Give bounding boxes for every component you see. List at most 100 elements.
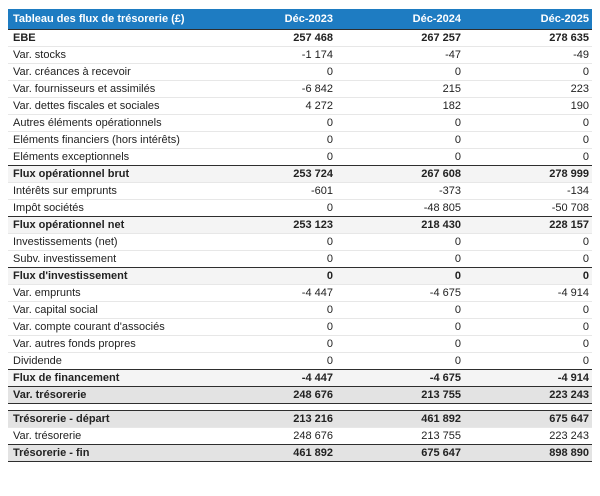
cell-value: 461 892 [208,444,336,462]
table-row: Dividende 0 0 0 [8,352,592,370]
cell-value: 0 [208,318,336,336]
row-label: Investissements (net) [8,233,208,251]
cell-value: 248 676 [208,427,336,445]
cell-value: 248 676 [208,386,336,404]
cell-value: 215 [336,80,464,98]
cell-value: 0 [336,267,464,285]
cell-value: 0 [336,318,464,336]
cell-value: 0 [464,131,592,149]
row-label: Var. autres fonds propres [8,335,208,353]
cell-value: 0 [464,301,592,319]
cell-value: 218 430 [336,216,464,234]
row-label: Trésorerie - fin [8,444,208,462]
table-row: Flux opérationnel brut 253 724 267 608 278 … [8,165,592,183]
cell-value: -50 708 [464,199,592,217]
cell-value: 0 [208,199,336,217]
row-label: Var. compte courant d'associés [8,318,208,336]
table-body: EBE 257 468 267 257 278 635 Var. stocks -1 17… [8,29,592,462]
cell-value: 0 [336,352,464,370]
table-row: Var. compte courant d'associés 0 0 0 [8,318,592,336]
cell-value: 223 [464,80,592,98]
row-label: Var. trésorerie [8,427,208,445]
row-label: Flux opérationnel brut [8,165,208,183]
cell-value: 0 [208,63,336,81]
cell-value: -4 447 [208,284,336,302]
cell-value: 213 755 [336,386,464,404]
cell-value: 0 [464,233,592,251]
cell-value: 0 [208,301,336,319]
column-header-dec-2024: Déc-2024 [336,9,464,30]
table-row: Trésorerie - fin 461 892 675 647 898 890 [8,444,592,462]
cell-value: 0 [464,114,592,132]
cell-value: 898 890 [464,444,592,462]
table-row: Var. emprunts -4 447 -4 675 -4 914 [8,284,592,302]
cell-value: 0 [208,352,336,370]
cell-value: -48 805 [336,199,464,217]
table-row: Var. dettes fiscales et sociales 4 272 182… [8,97,592,115]
cell-value: 267 608 [336,165,464,183]
row-label: Flux de financement [8,369,208,387]
cell-value: 0 [464,267,592,285]
table-row: EBE 257 468 267 257 278 635 [8,29,592,47]
cell-value: 0 [336,114,464,132]
cell-value: 0 [208,114,336,132]
column-header-dec-2025: Déc-2025 [464,9,592,30]
cell-value: -4 447 [208,369,336,387]
spacer-row [8,403,592,411]
row-label: Flux d'investissement [8,267,208,285]
table-row: Intérêts sur emprunts -601 -373 -134 [8,182,592,200]
row-label: Dividende [8,352,208,370]
table-row: Var. fournisseurs et assimilés -6 842 215 2… [8,80,592,98]
cell-value: 0 [208,148,336,166]
cell-value: -134 [464,182,592,200]
row-label: Var. créances à recevoir [8,63,208,81]
cash-flow-table: Tableau des flux de trésorerie (£) Déc-2… [8,9,592,462]
cell-value: 0 [464,63,592,81]
table-title: Tableau des flux de trésorerie (£) [8,9,208,30]
cell-value: 4 272 [208,97,336,115]
table-row: Trésorerie - départ 213 216 461 892 675 647 [8,410,592,428]
table-header-row: Tableau des flux de trésorerie (£) Déc-2… [8,9,592,30]
cell-value: 675 647 [464,410,592,428]
cell-value: -6 842 [208,80,336,98]
row-label: EBE [8,29,208,47]
cell-value: 278 635 [464,29,592,47]
table-row: Var. créances à recevoir 0 0 0 [8,63,592,81]
row-label: Eléments financiers (hors intérêts) [8,131,208,149]
row-label: Trésorerie - départ [8,410,208,428]
spacer-cell [8,403,592,411]
cell-value: -4 675 [336,284,464,302]
cell-value: 0 [336,233,464,251]
cell-value: 253 123 [208,216,336,234]
cell-value: 267 257 [336,29,464,47]
cell-value: 0 [208,233,336,251]
cell-value: 0 [208,250,336,268]
table-row: Var. autres fonds propres 0 0 0 [8,335,592,353]
table-row: Var. capital social 0 0 0 [8,301,592,319]
cell-value: -4 914 [464,284,592,302]
cell-value: 0 [336,250,464,268]
cell-value: -49 [464,46,592,64]
cell-value: 213 216 [208,410,336,428]
cell-value: -4 914 [464,369,592,387]
cell-value: -47 [336,46,464,64]
row-label: Var. emprunts [8,284,208,302]
cell-value: 0 [464,352,592,370]
row-label: Intérêts sur emprunts [8,182,208,200]
cell-value: 182 [336,97,464,115]
table-row: Eléments financiers (hors intérêts) 0 0 0 [8,131,592,149]
table-row: Subv. investissement 0 0 0 [8,250,592,268]
table-row: Eléments exceptionnels 0 0 0 [8,148,592,166]
cell-value: 228 157 [464,216,592,234]
cell-value: 223 243 [464,386,592,404]
cell-value: 0 [336,301,464,319]
cell-value: -4 675 [336,369,464,387]
column-header-dec-2023: Déc-2023 [208,9,336,30]
cell-value: 675 647 [336,444,464,462]
table-row: Flux de financement -4 447 -4 675 -4 914 [8,369,592,387]
cell-value: -373 [336,182,464,200]
cell-value: 0 [464,335,592,353]
table-row: Flux opérationnel net 253 123 218 430 228 1… [8,216,592,234]
cell-value: -601 [208,182,336,200]
table-row: Var. trésorerie 248 676 213 755 223 243 [8,427,592,445]
